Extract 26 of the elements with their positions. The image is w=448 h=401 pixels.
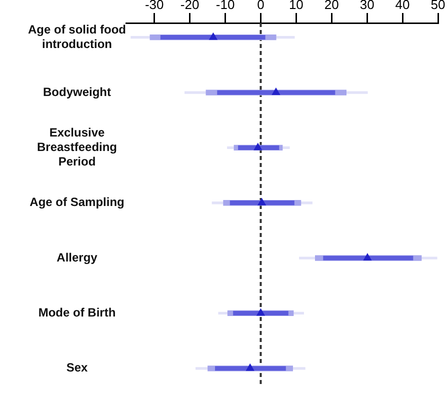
x-tick-label: 20 — [324, 0, 339, 12]
point — [256, 308, 266, 316]
point — [208, 32, 218, 40]
point — [246, 363, 254, 371]
x-tick-label: 30 — [360, 0, 374, 12]
y-tick-label: Exclusive Breastfeeding Period — [36, 126, 118, 168]
point — [272, 88, 280, 96]
point — [257, 198, 266, 206]
y-tick-label: Age of solid food introduction — [28, 22, 126, 51]
x-tick-label: -20 — [180, 0, 200, 12]
x-tick-label: 50 — [430, 0, 446, 12]
x-tick-label: -10 — [216, 0, 235, 12]
y-tick-label: Allergy — [56, 250, 98, 264]
point — [254, 142, 262, 150]
y-tick-label: Sex — [66, 360, 88, 375]
x-tick-label: 40 — [395, 0, 410, 12]
y-tick-label: Age of Sampling — [30, 195, 124, 210]
bar — [160, 35, 266, 40]
x-tick-label: 10 — [288, 0, 304, 12]
bar — [217, 90, 336, 95]
y-tick-label: Mode of Birth — [38, 306, 116, 320]
x-tick-label: 0 — [257, 0, 264, 12]
x-tick-label: -30 — [144, 0, 164, 12]
bar — [323, 256, 414, 260]
point — [363, 253, 372, 261]
y-tick-label: Bodyweight — [43, 84, 112, 99]
